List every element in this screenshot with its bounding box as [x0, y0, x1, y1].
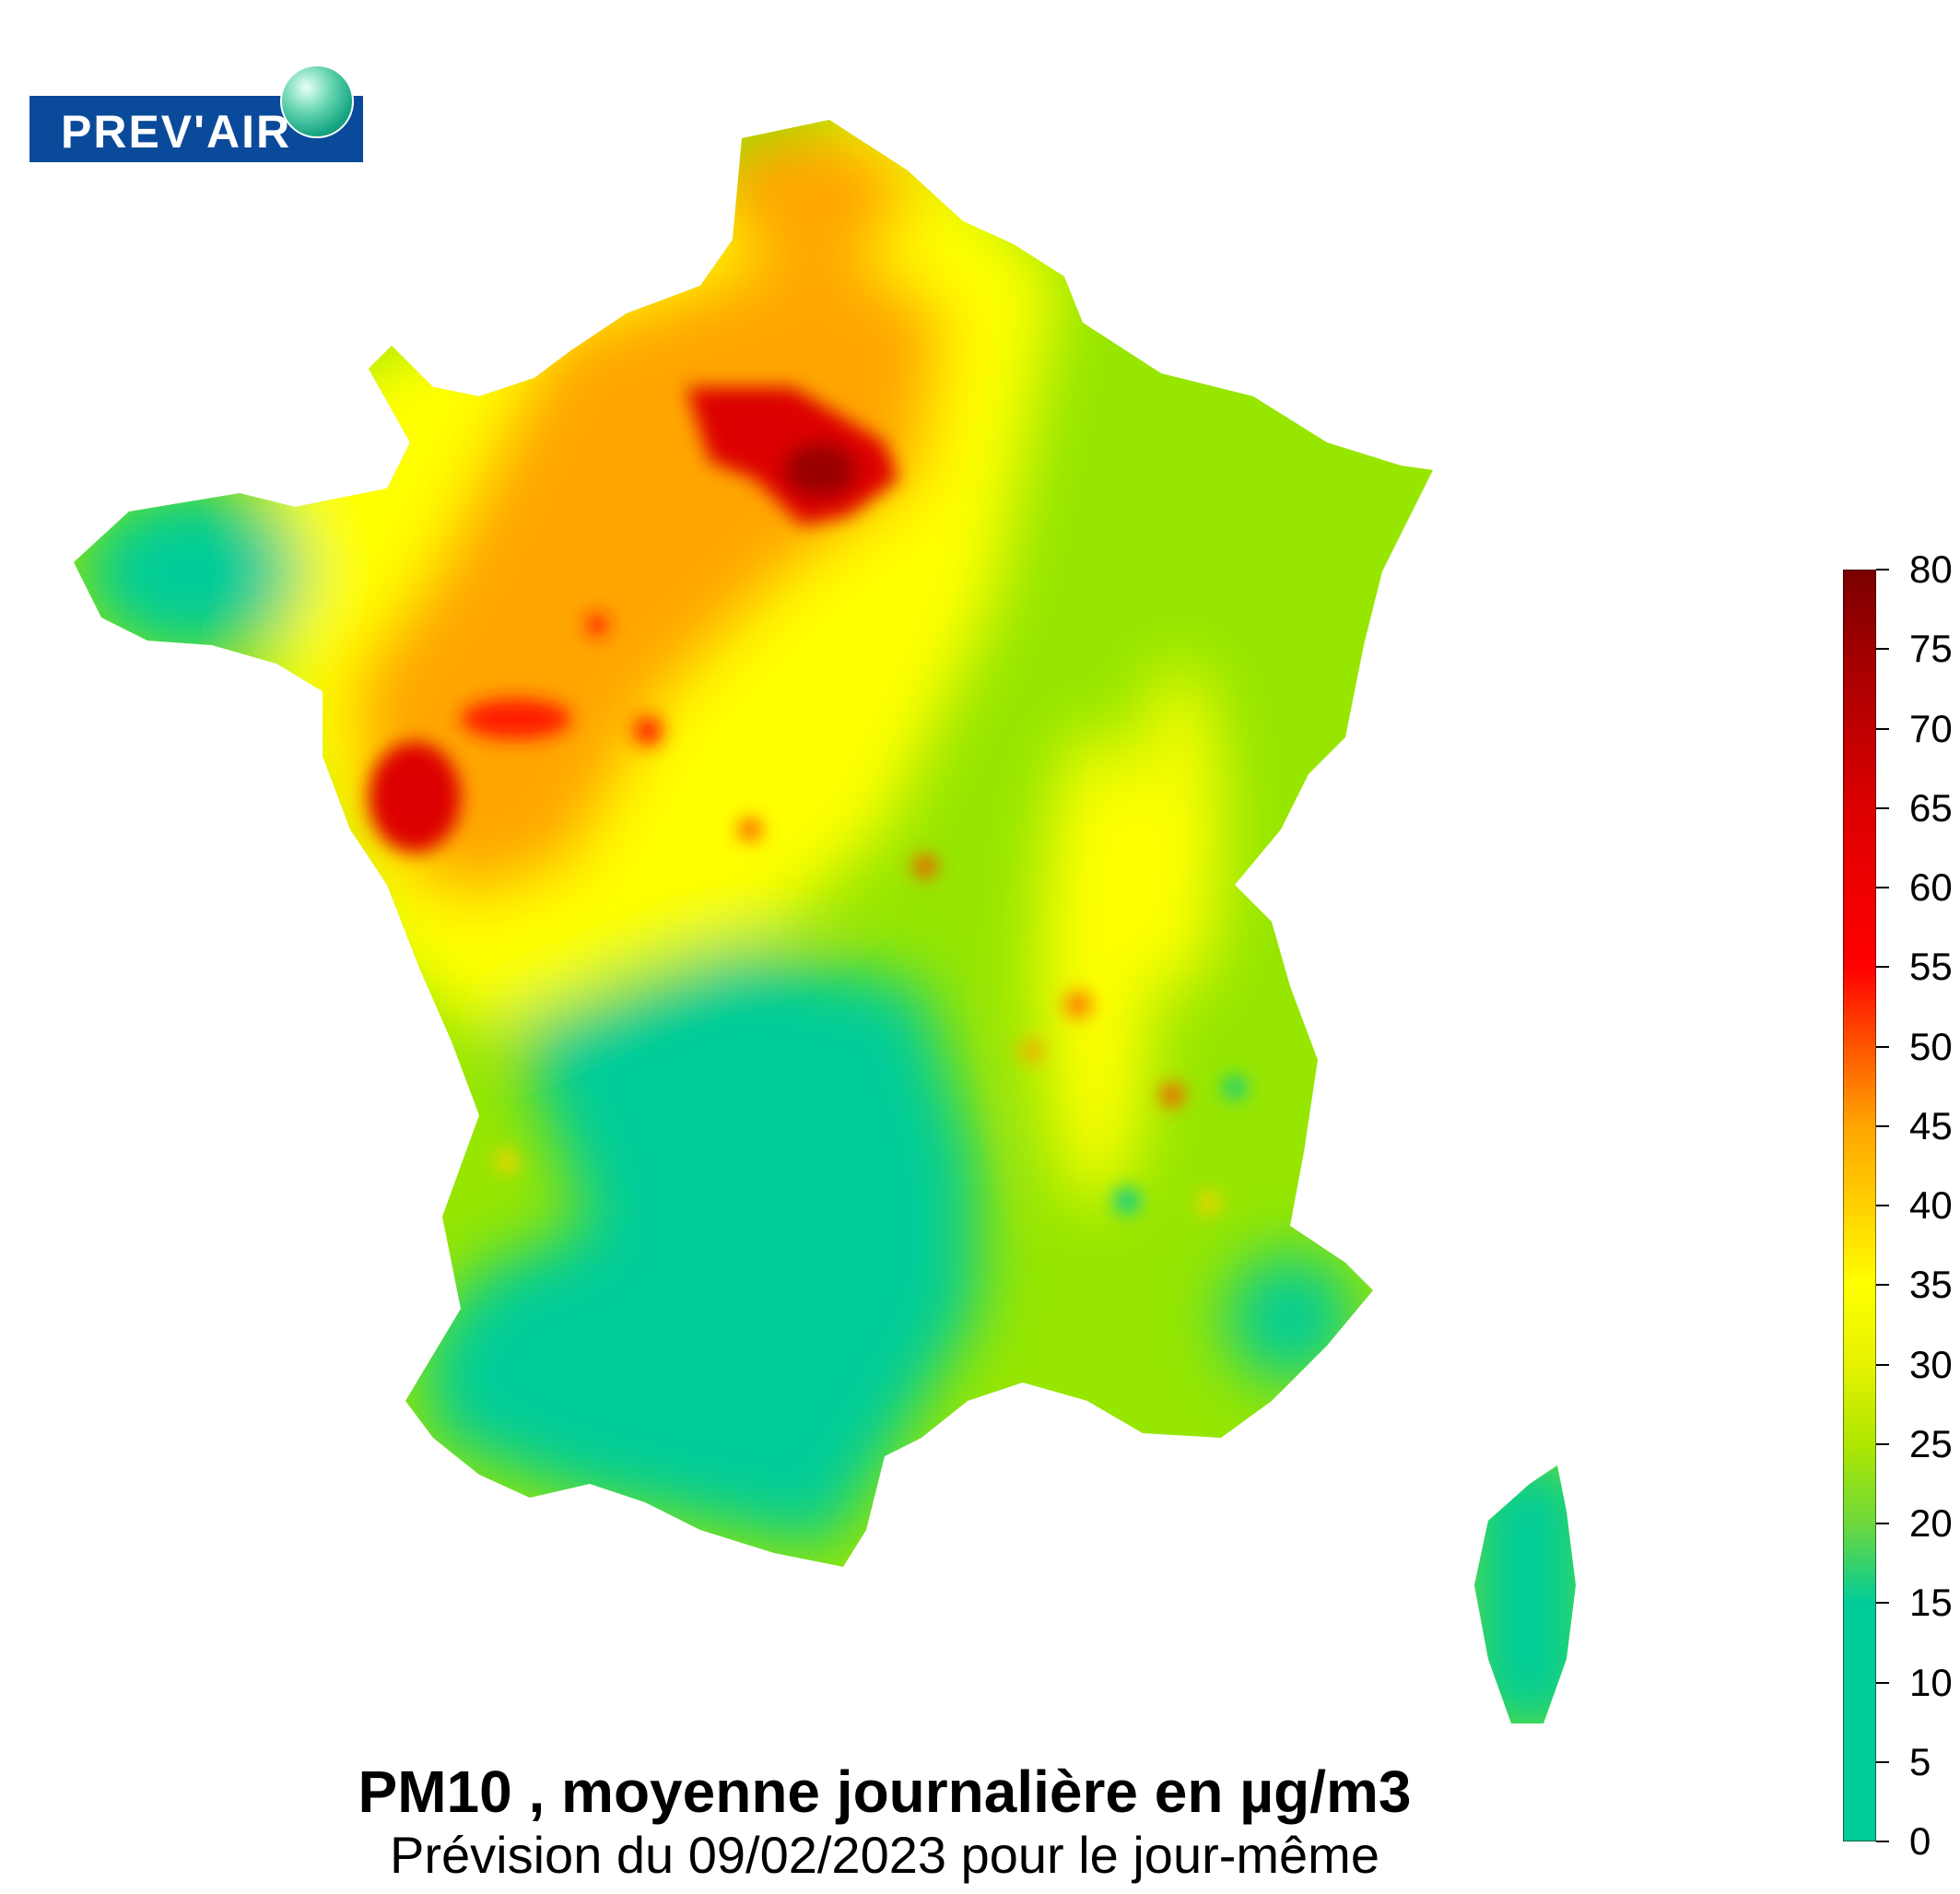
pm10-forecast-map — [74, 120, 1576, 1723]
map-subtitle: Prévision du 09/02/2023 pour le jour-mêm… — [390, 1826, 1379, 1884]
colorbar-tick-label: 35 — [1909, 1263, 1953, 1307]
colorbar-tick-label: 0 — [1909, 1819, 1931, 1863]
colorbar-tick-mark — [1876, 1284, 1889, 1287]
colorbar-tick-label: 25 — [1909, 1421, 1953, 1465]
colorbar-tick-label: 40 — [1909, 1183, 1953, 1227]
logo-text: PREV'AIR — [61, 106, 292, 158]
colorbar-tick-label: 10 — [1909, 1660, 1953, 1704]
colorbar-tick-mark — [1876, 1205, 1889, 1206]
colorbar-tick-mark — [1876, 727, 1889, 730]
colorbar-tick-label: 5 — [1909, 1739, 1931, 1783]
colorbar-tick-mark — [1876, 806, 1889, 809]
colorbar-tick-mark — [1876, 1681, 1889, 1684]
colorbar-tick-label: 45 — [1909, 1103, 1953, 1147]
colorbar-tick-label: 50 — [1909, 1024, 1953, 1068]
colorbar-tick-mark — [1876, 966, 1889, 969]
colorbar-tick-mark — [1876, 1045, 1889, 1048]
map-title: PM10 , moyenne journalière en µg/m3 — [358, 1759, 1412, 1825]
colorbar-tick-label: 65 — [1909, 785, 1953, 829]
colorbar-tick-label: 20 — [1909, 1501, 1953, 1545]
colorbar-tick-mark — [1876, 1124, 1889, 1127]
colorbar-tick-mark — [1876, 1442, 1889, 1445]
prevair-logo: PREV'AIR — [29, 65, 363, 162]
colorbar-tick-mark — [1876, 648, 1889, 651]
colorbar-tick-label: 75 — [1909, 627, 1953, 671]
colorbar-tick-mark — [1876, 569, 1889, 571]
colorbar-tick-label: 15 — [1909, 1581, 1953, 1625]
colorbar-tick-label: 55 — [1909, 945, 1953, 989]
colorbar-tick-label: 80 — [1909, 547, 1953, 591]
colorbar-tick-mark — [1876, 887, 1889, 888]
colorbar-tick-label: 70 — [1909, 706, 1953, 750]
colorbar-tick-label: 60 — [1909, 865, 1953, 909]
colorbar-tick-mark — [1876, 1523, 1889, 1524]
pm10-colorbar — [1843, 570, 1876, 1841]
globe-icon — [280, 65, 354, 138]
colorbar-tick-mark — [1876, 1363, 1889, 1366]
colorbar-tick-mark — [1876, 1841, 1889, 1842]
colorbar-tick-label: 30 — [1909, 1342, 1953, 1386]
colorbar-tick-mark — [1876, 1602, 1889, 1605]
colorbar-tick-mark — [1876, 1760, 1889, 1763]
